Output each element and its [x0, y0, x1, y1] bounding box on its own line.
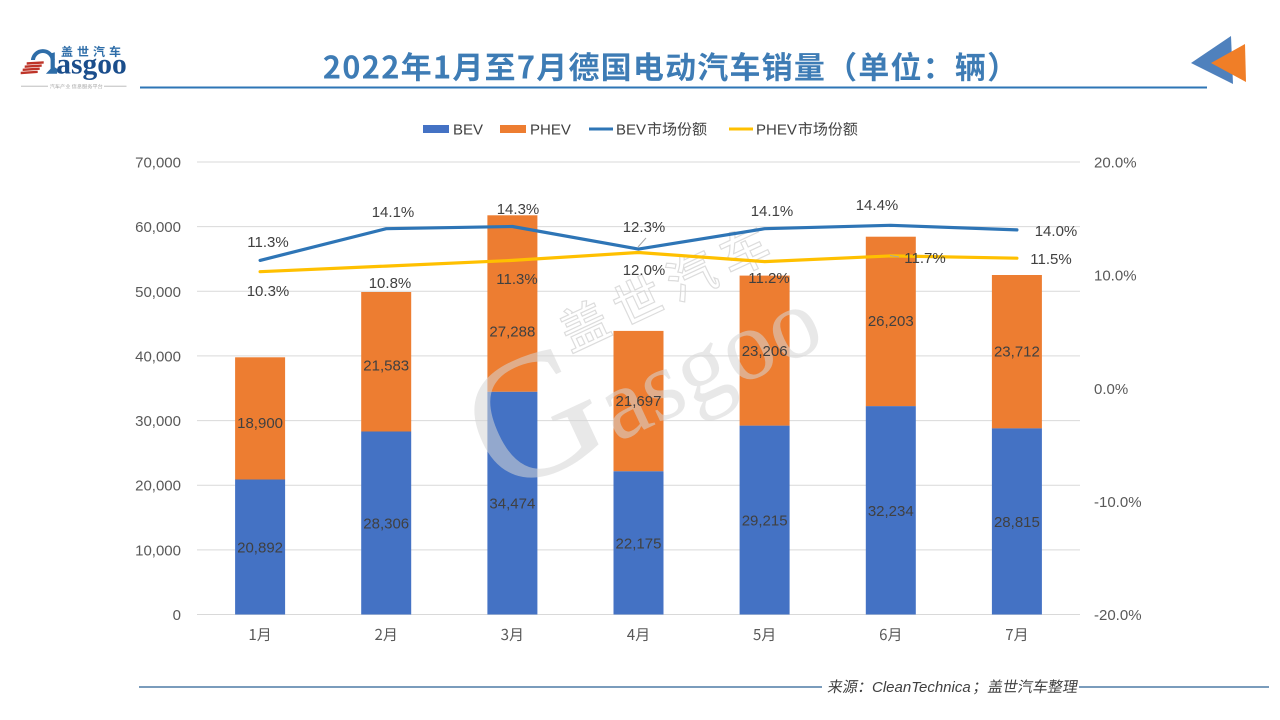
svg-text:20,000: 20,000 [135, 478, 181, 495]
svg-text:11.5%: 11.5% [1030, 251, 1071, 268]
svg-text:14.0%: 14.0% [1035, 223, 1078, 240]
svg-text:14.1%: 14.1% [751, 203, 794, 220]
svg-text:40,000: 40,000 [135, 348, 181, 365]
svg-text:12.0%: 12.0% [623, 262, 666, 279]
svg-text:23,206: 23,206 [742, 343, 788, 360]
svg-text:10.3%: 10.3% [247, 283, 290, 300]
svg-text:11.2%: 11.2% [748, 270, 789, 287]
svg-text:30,000: 30,000 [135, 413, 181, 430]
svg-text:26,203: 26,203 [868, 313, 914, 330]
svg-text:-10.0%: -10.0% [1094, 494, 1142, 511]
svg-text:11.3%: 11.3% [496, 271, 537, 288]
svg-text:14.3%: 14.3% [497, 201, 540, 218]
svg-text:18,900: 18,900 [237, 415, 283, 432]
svg-text:0.0%: 0.0% [1094, 381, 1128, 398]
svg-text:PHEV: PHEV [756, 122, 797, 139]
svg-text:20,892: 20,892 [237, 539, 283, 556]
svg-text:70,000: 70,000 [135, 155, 181, 172]
svg-text:CleanTechnica: CleanTechnica [872, 679, 971, 696]
svg-text:-20.0%: -20.0% [1094, 607, 1142, 624]
svg-text:60,000: 60,000 [135, 219, 181, 236]
svg-text:BEV: BEV [453, 122, 483, 139]
svg-text:27,288: 27,288 [489, 324, 535, 341]
svg-text:23,712: 23,712 [994, 344, 1040, 361]
svg-text:28,815: 28,815 [994, 514, 1040, 531]
svg-text:29,215: 29,215 [742, 513, 788, 530]
svg-text:14.4%: 14.4% [856, 197, 899, 214]
svg-text:21,583: 21,583 [363, 358, 409, 375]
svg-text:12.3%: 12.3% [623, 219, 666, 236]
svg-text:34,474: 34,474 [489, 496, 535, 513]
svg-text:20.0%: 20.0% [1094, 155, 1137, 172]
svg-text:50,000: 50,000 [135, 284, 181, 301]
svg-text:11.3%: 11.3% [247, 234, 288, 251]
svg-text:10,000: 10,000 [135, 542, 181, 559]
svg-text:22,175: 22,175 [616, 535, 662, 552]
svg-text:21,697: 21,697 [616, 393, 662, 410]
svg-text:28,306: 28,306 [363, 516, 409, 533]
svg-text:10.0%: 10.0% [1094, 268, 1137, 285]
svg-text:32,234: 32,234 [868, 503, 914, 520]
svg-text:10.8%: 10.8% [369, 275, 412, 292]
svg-text:11.7%: 11.7% [904, 250, 945, 267]
svg-text:14.1%: 14.1% [372, 204, 415, 221]
svg-text:PHEV: PHEV [530, 122, 571, 139]
svg-text:0: 0 [173, 607, 181, 624]
svg-text:BEV: BEV [616, 122, 646, 139]
